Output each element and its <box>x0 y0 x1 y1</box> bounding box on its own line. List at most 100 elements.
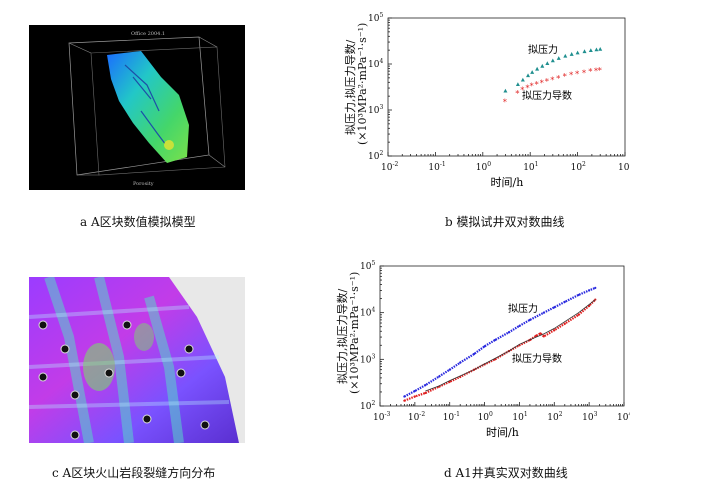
x-tick-label: 104 <box>617 411 630 423</box>
x-tick-label: 100 <box>476 161 491 173</box>
data-point <box>575 50 580 55</box>
data-point: * <box>598 66 602 75</box>
data-point: * <box>535 80 539 89</box>
annotation-label: 拟压力 <box>528 43 558 56</box>
data-point: * <box>520 86 524 95</box>
data-point: * <box>545 77 549 86</box>
data-point <box>594 286 597 289</box>
x-tick-label: 10-1 <box>428 161 445 173</box>
y-tick-label: 104 <box>368 58 383 70</box>
y-axis-label-line2: (×10³MPa²·mPa⁻¹·s⁻¹) <box>348 272 361 394</box>
data-point <box>507 331 511 334</box>
series-line-0 <box>403 286 596 398</box>
data-point <box>553 306 556 309</box>
data-point <box>438 375 441 378</box>
caption-c: c A区块火山岩段裂缝方向分布 <box>52 466 216 480</box>
chart-d-svg: 10-3 10-2 10-1 100 101 102 103 104 102 103 104 105 时… <box>335 260 632 439</box>
caption-a: a A区块数值模拟模型 <box>80 215 196 229</box>
data-point <box>540 63 545 68</box>
data-point <box>535 66 540 71</box>
data-point <box>528 318 532 321</box>
y-axis-label-line1: 拟压力,拟压力导数/ <box>343 40 357 135</box>
reservoir-model-image: Office 2004.1 Porosity <box>29 25 245 190</box>
series-line-2 <box>425 299 596 392</box>
x-tick-label: 103 <box>618 161 630 173</box>
data-point <box>413 389 416 393</box>
x-tick-label: 10-2 <box>408 411 425 423</box>
chart-d-real-loglog: 10-3 10-2 10-1 100 101 102 103 104 102 103 104 105 时… <box>330 258 632 458</box>
data-point <box>563 322 566 325</box>
data-point <box>520 77 525 82</box>
y-tick-label: 104 <box>360 307 375 319</box>
series-line-1 <box>403 298 597 402</box>
x-tick-label: 101 <box>512 411 527 423</box>
data-point <box>483 345 486 348</box>
data-point <box>526 73 531 78</box>
y-tick-label: 102 <box>368 150 383 162</box>
data-point: * <box>550 76 554 85</box>
fracture-map-image <box>28 275 245 444</box>
x-tick-label: 10-2 <box>381 161 398 173</box>
data-point <box>503 88 508 93</box>
data-point <box>413 395 416 398</box>
data-point <box>472 352 476 356</box>
x-tick-label: 103 <box>582 411 597 423</box>
caption-b: b 模拟试井双对数曲线 <box>445 215 565 229</box>
data-point <box>588 289 591 292</box>
data-point <box>424 384 427 387</box>
data-point <box>577 313 580 316</box>
panel-c-fracture-map <box>28 275 245 444</box>
data-point: * <box>588 68 592 77</box>
annotation-label: 拟压力导数 <box>522 89 572 102</box>
chart-b-simulated-loglog: 10-2 10-1 100 101 102 103 102 103 104 105 时间/h 拟压力,… <box>330 8 633 218</box>
data-point <box>530 70 535 74</box>
y-tick-label: 102 <box>360 400 375 412</box>
data-point <box>493 338 497 342</box>
data-point <box>550 58 555 63</box>
data-point: * <box>540 79 544 88</box>
x-tick-label: 102 <box>571 161 586 173</box>
data-point: * <box>575 70 579 79</box>
data-point <box>539 332 542 335</box>
x-tick-label: 100 <box>478 411 493 423</box>
data-point <box>542 311 545 314</box>
x-tick-label: 10-1 <box>443 411 460 423</box>
data-point <box>563 53 568 58</box>
data-point <box>594 47 599 52</box>
data-point <box>553 329 556 332</box>
data-point: * <box>526 84 530 93</box>
x-axis-label: 时间/h <box>486 426 519 439</box>
data-point <box>424 391 427 395</box>
model-axis-text: Porosity <box>133 181 154 187</box>
data-point <box>582 49 587 54</box>
plot-frame <box>379 265 625 407</box>
x-tick-label: 10-3 <box>373 411 390 423</box>
x-axis-label: 时间/h <box>491 176 524 189</box>
data-point <box>459 361 462 364</box>
data-point: * <box>569 71 573 80</box>
data-point <box>598 46 603 51</box>
data-point: * <box>556 74 560 83</box>
data-point <box>569 52 574 56</box>
data-point <box>534 334 538 337</box>
x-tick-label: 102 <box>547 411 562 423</box>
data-point <box>515 82 520 87</box>
annotation-label: 拟压力 <box>508 302 538 315</box>
annotation-label: 拟压力导数 <box>512 352 562 365</box>
y-tick-label: 103 <box>368 104 383 116</box>
data-point <box>448 368 451 371</box>
data-point <box>563 300 566 304</box>
data-point <box>403 395 406 398</box>
data-point: * <box>503 98 507 107</box>
data-point: * <box>515 89 519 98</box>
y-tick-label: 103 <box>360 353 375 365</box>
data-point: * <box>530 82 534 91</box>
panel-a-reservoir-model: Office 2004.1 Porosity <box>29 25 245 190</box>
model-title-text: Office 2004.1 <box>131 31 165 37</box>
data-point <box>588 48 593 53</box>
data-point <box>518 324 521 328</box>
data-point <box>556 56 561 60</box>
data-point: * <box>563 73 567 82</box>
data-point <box>577 293 580 297</box>
chart-b-svg: 10-2 10-1 100 101 102 103 102 103 104 105 时间/h 拟压力,… <box>343 12 633 189</box>
